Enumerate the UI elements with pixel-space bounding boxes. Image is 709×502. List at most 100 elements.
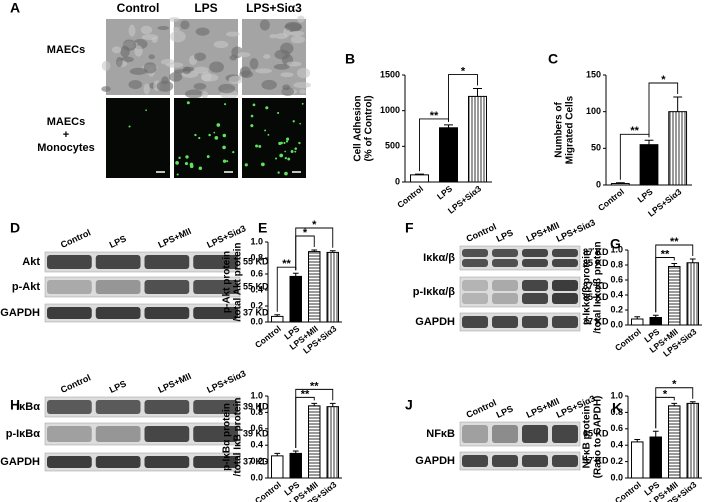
blot-band [193, 400, 238, 414]
panel-letter: F [405, 220, 414, 236]
significance-label: ** [670, 236, 679, 248]
blot-band [522, 280, 548, 291]
column-header: Control [117, 1, 160, 15]
cell-texture [237, 52, 251, 58]
micrograph-fluorescence [174, 98, 238, 178]
significance-bracket [295, 388, 334, 448]
error-bar [274, 314, 281, 317]
cell-texture [143, 83, 150, 95]
monocyte [274, 157, 278, 160]
cell-texture [101, 60, 111, 71]
cell-texture [194, 52, 207, 62]
bar [308, 251, 321, 323]
monocyte [292, 120, 295, 123]
monocyte [258, 144, 262, 148]
bar [686, 262, 699, 326]
monocyte [214, 136, 219, 140]
x-tick-label: Control [253, 323, 283, 349]
y-axis-label: /total IκB protein [233, 398, 244, 477]
blot-band [552, 425, 578, 443]
blot-band [95, 255, 141, 269]
monocyte [208, 133, 211, 137]
panel-letter: B [345, 51, 355, 67]
blot-row-label: GAPDH [0, 307, 40, 319]
cell-texture [148, 54, 155, 60]
cell-texture [293, 81, 311, 89]
blot-band [47, 255, 92, 269]
y-axis-label: p-Iκkα/β protein [582, 250, 593, 325]
blot-band [552, 259, 578, 267]
kd-label: 65 KD [583, 428, 609, 438]
lane-label: LPS [495, 227, 515, 243]
significance-bracket [655, 387, 694, 429]
blot-band [522, 259, 548, 267]
panel-letter: G [610, 236, 621, 252]
lane-label: LPS+MII [156, 226, 192, 250]
cell-texture [111, 46, 122, 54]
blot-band [193, 426, 238, 442]
cell-texture [259, 19, 270, 31]
cell-texture [141, 34, 159, 41]
panel-letter: H [10, 397, 20, 413]
bar [668, 266, 681, 326]
kd-label: 87 KD [583, 281, 609, 291]
lane-label: LPS [108, 233, 128, 249]
blot-strip [44, 452, 241, 472]
monocyte [283, 141, 286, 145]
blot-strip [44, 422, 241, 446]
bar [308, 405, 321, 479]
kd-label: 55 KD [243, 256, 269, 266]
y-tick-label: 0.6 [610, 423, 623, 433]
y-axis-label: p-IκBα protein [222, 403, 233, 471]
y-tick-label: 0.2 [250, 300, 263, 310]
lane-label: LPS [495, 403, 515, 419]
cell-texture [201, 71, 212, 82]
significance-label: ** [282, 258, 291, 270]
monocyte [280, 141, 283, 145]
cell-texture [156, 80, 174, 92]
lane-label: LPS+MII [525, 220, 561, 244]
micrograph-fluorescence [106, 98, 170, 178]
y-tick-label: 0.8 [610, 259, 623, 269]
kd-label: 55 KD [243, 281, 269, 291]
blot-band [522, 316, 548, 328]
blot-strip [44, 251, 241, 273]
y-tick-label: 500 [385, 141, 400, 151]
blot-band [522, 249, 548, 257]
blot-band [492, 316, 518, 328]
blot-band [552, 293, 578, 304]
monocyte [178, 156, 181, 160]
panel-letter: E [258, 220, 267, 236]
significance-label: * [303, 227, 308, 239]
significance-bracket [295, 227, 334, 271]
monocyte [145, 109, 147, 112]
cell-texture [169, 72, 183, 82]
error-bar [415, 173, 424, 175]
blot-band [492, 425, 518, 443]
lane-label: Control [59, 227, 92, 250]
blot-row-label: GAPDH [415, 455, 455, 467]
blot-band [47, 307, 92, 319]
monocyte [255, 144, 259, 148]
y-axis-label: Migrated Cells [565, 95, 576, 164]
error-bar [671, 402, 678, 406]
blot-row-label: GAPDH [415, 316, 455, 328]
panel-letter: J [405, 397, 413, 413]
monocyte [286, 137, 290, 141]
monocyte [279, 153, 284, 158]
y-tick-label: 1.0 [250, 236, 263, 246]
blot-band [462, 455, 488, 467]
blot-row-label: p-Akt [12, 281, 40, 293]
monocyte [184, 161, 189, 166]
blot-band [462, 259, 488, 267]
cell-texture [261, 79, 277, 90]
blot-row-label: IκBα [16, 401, 40, 413]
cell-texture [128, 24, 136, 37]
monocyte [186, 101, 190, 105]
row-label: + [63, 129, 69, 141]
significance-label: ** [430, 110, 439, 122]
blot-band [492, 259, 518, 267]
y-tick-label: 0.6 [250, 423, 263, 433]
x-tick-label: LPS [435, 183, 454, 201]
monocyte [222, 159, 227, 163]
